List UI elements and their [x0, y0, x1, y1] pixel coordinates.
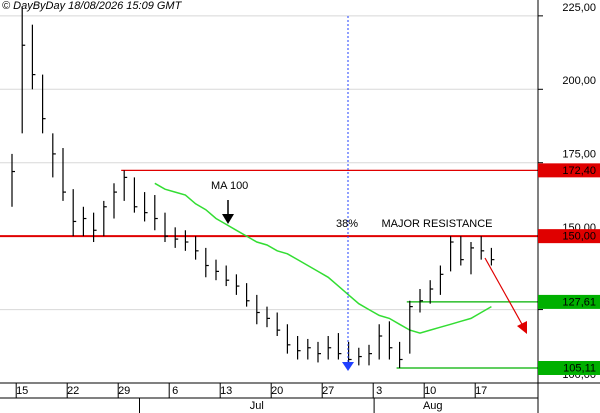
x-tick-label: 22 [67, 385, 79, 397]
ma-line [154, 182, 492, 334]
level-box [538, 229, 600, 244]
level-label: 127,61 [562, 296, 596, 308]
x-tick-label: 6 [172, 385, 178, 397]
x-tick-label: 10 [424, 385, 436, 397]
ma-label: MA 100 [211, 180, 248, 192]
resistance-label: MAJOR RESISTANCE [381, 218, 492, 230]
level-box [538, 294, 600, 309]
projection-arrow-head [517, 321, 527, 334]
x-tick-label: 13 [220, 385, 232, 397]
fib-label: 38% [336, 218, 358, 230]
level-label: 172,40 [562, 165, 596, 177]
x-tick-label: 15 [16, 385, 28, 397]
y-tick-label: 225,00 [562, 2, 596, 14]
y-tick-label: 175,00 [562, 149, 596, 161]
x-tick-label: 17 [475, 385, 487, 397]
x-tick-label: 20 [271, 385, 283, 397]
level-label: 105,11 [563, 362, 596, 374]
fib-marker [342, 362, 354, 371]
level-box [538, 163, 600, 178]
plot: MA 100 [0, 7, 538, 369]
ma-arrow-head [222, 214, 234, 224]
projection-arrow [484, 257, 524, 327]
x-tick-label: 3 [376, 385, 382, 397]
month-label: Aug [423, 400, 443, 412]
level-label: 150,00 [562, 231, 596, 243]
month-label: Jul [250, 400, 264, 412]
header: © DayByDay 18/08/2026 15:09 GMT [2, 0, 183, 12]
y-tick-label: 200,00 [562, 75, 596, 87]
level-box [538, 360, 600, 375]
x-tick-label: 29 [118, 385, 130, 397]
x-tick-label: 27 [322, 385, 334, 397]
